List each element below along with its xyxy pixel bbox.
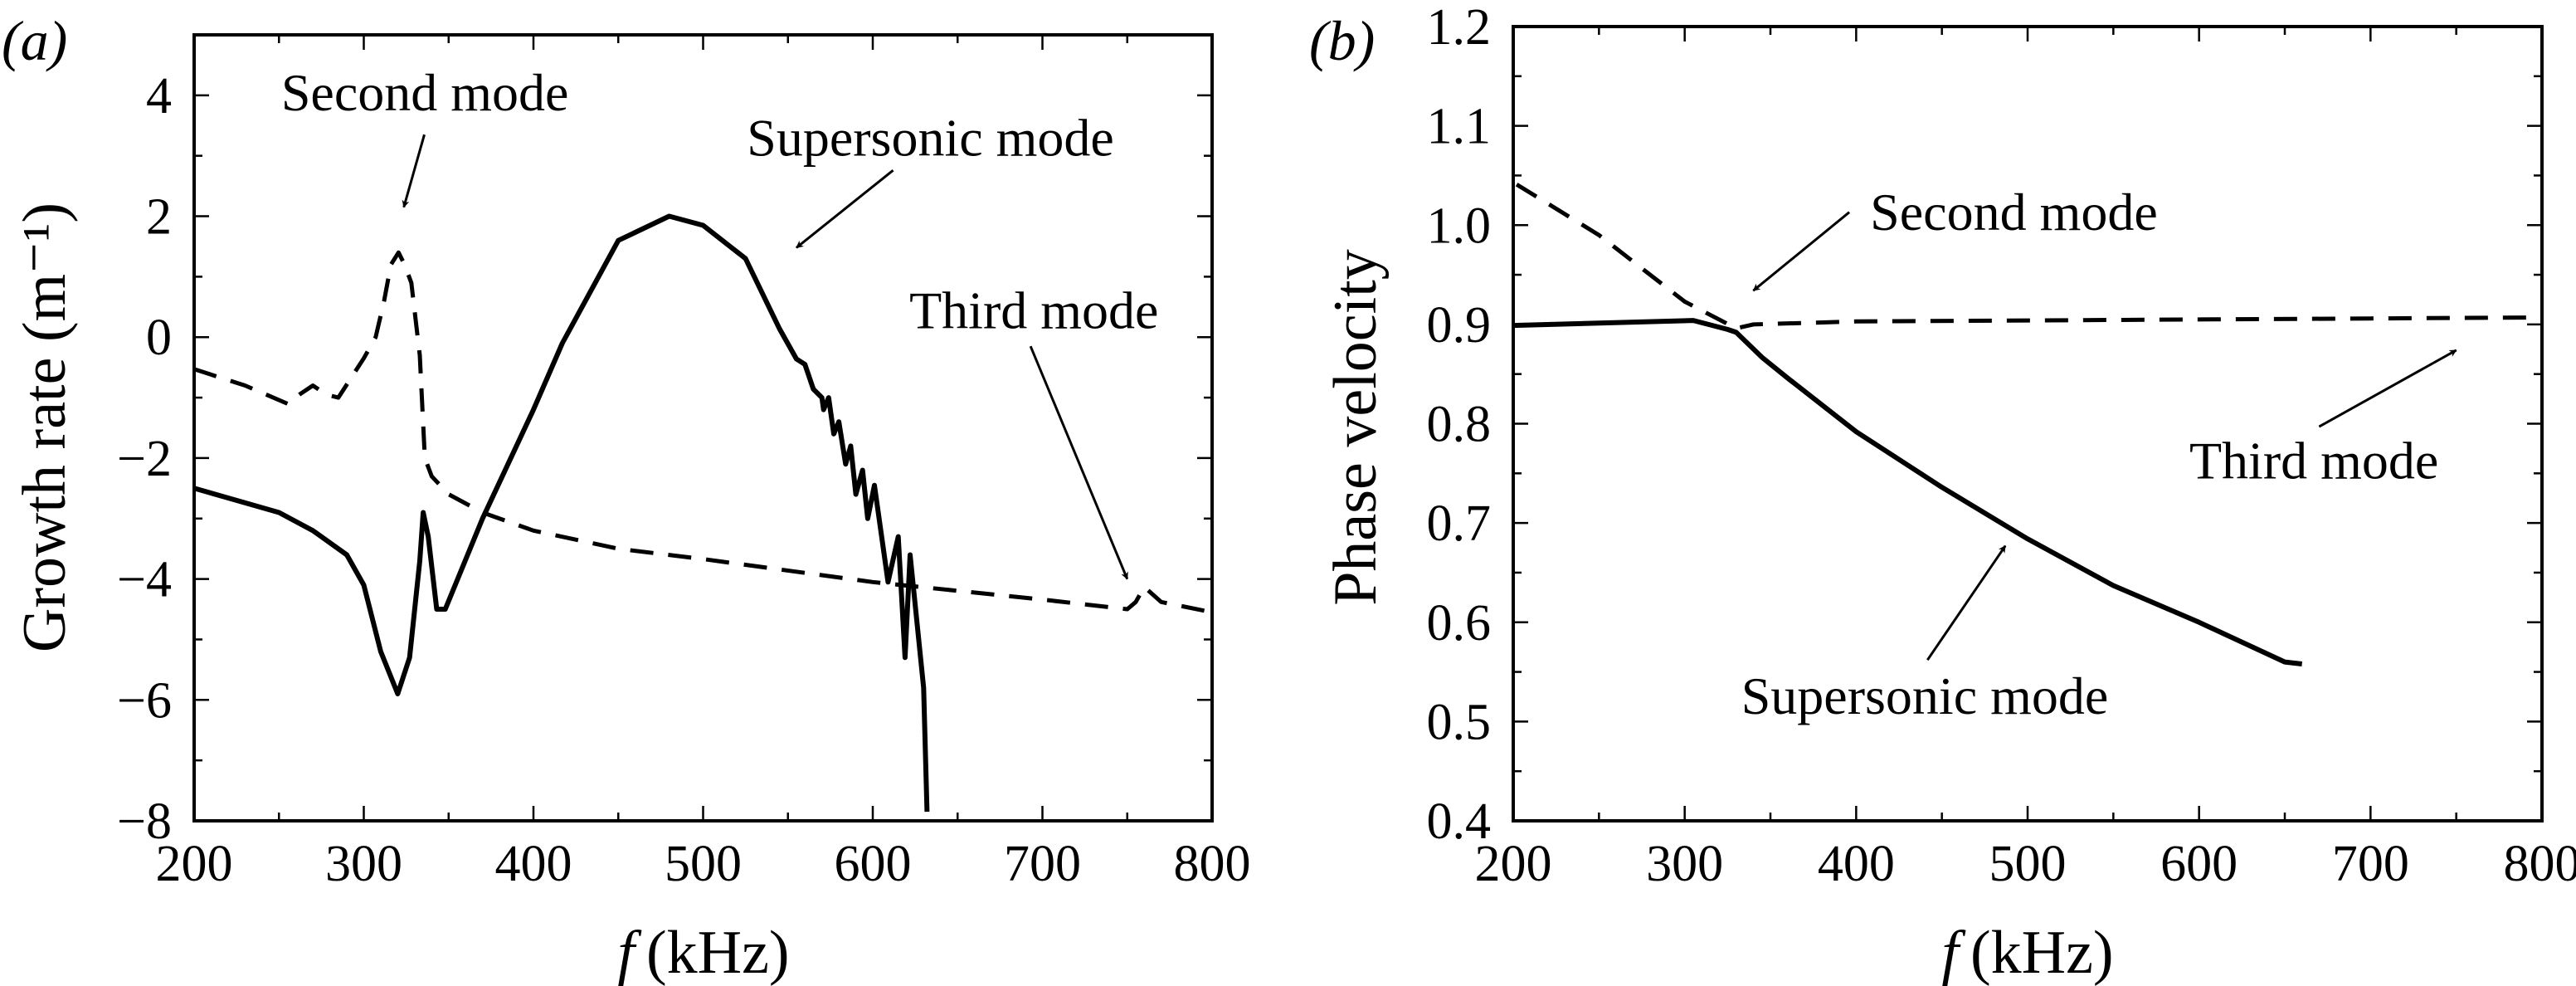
y-tick-label: −6 bbox=[117, 672, 172, 729]
annotations-a: Second mode Supersonic mode Third mode bbox=[281, 63, 1158, 580]
x-tick-label: 700 bbox=[2332, 836, 2409, 892]
plot-frame-a bbox=[192, 33, 1214, 822]
x-axis-var-b: f bbox=[1941, 919, 1966, 986]
x-tick-label: 500 bbox=[665, 836, 742, 892]
axis-ticks-a: 200 300 400 500 600 700 800 −8 −6 −4 −2 0 2 4 bbox=[117, 33, 1251, 892]
x-tick-label: 400 bbox=[495, 836, 572, 892]
x-tick-label: 800 bbox=[2504, 836, 2576, 892]
plot-frame-b bbox=[1512, 25, 2544, 822]
x-tick-label: 300 bbox=[325, 836, 402, 892]
x-tick-label: 500 bbox=[1989, 836, 2067, 892]
y-axis-title-a: Growth rate (m⁻¹) bbox=[11, 203, 79, 652]
y-tick-label: 0.5 bbox=[1427, 694, 1492, 750]
annotation-arrow bbox=[1926, 544, 2007, 661]
y-tick-label: 0.9 bbox=[1427, 297, 1492, 354]
annotation-third-mode-b: Third mode bbox=[2189, 431, 2438, 490]
series-line-dashed bbox=[193, 250, 1213, 615]
annotation-arrow bbox=[1752, 211, 1851, 292]
y-tick-label: 1.1 bbox=[1427, 99, 1492, 155]
series-group-b bbox=[1512, 183, 2543, 666]
y-tick-label: 0.7 bbox=[1427, 495, 1492, 552]
series-line-solid bbox=[1512, 318, 2303, 666]
series-group-a bbox=[193, 213, 1213, 813]
x-axis-title-a: f (kHz) bbox=[617, 919, 789, 986]
x-tick-label: 700 bbox=[1004, 836, 1081, 892]
x-axis-unit-a: (kHz) bbox=[646, 919, 790, 986]
y-tick-label: 0 bbox=[146, 310, 172, 366]
annotation-supersonic-mode-a: Supersonic mode bbox=[747, 109, 1114, 168]
series-line-solid bbox=[193, 213, 930, 813]
annotation-arrow bbox=[2318, 349, 2457, 428]
x-axis-unit-b: (kHz) bbox=[1970, 919, 2114, 986]
y-tick-label: 4 bbox=[146, 68, 172, 124]
x-tick-label: 200 bbox=[1475, 836, 1552, 892]
y-tick-label: 0.8 bbox=[1427, 397, 1492, 453]
x-tick-label: 200 bbox=[156, 836, 233, 892]
y-axis-title-b: Phase velocity bbox=[1322, 249, 1390, 606]
annotation-arrow bbox=[796, 169, 894, 249]
x-tick-label: 600 bbox=[835, 836, 912, 892]
series-line-dashed bbox=[1515, 183, 2543, 331]
panel-b-phase-velocity: (b) Phase velocity f (kHz) 200 300 400 500 60… bbox=[1309, 0, 2576, 986]
x-tick-label: 300 bbox=[1646, 836, 1723, 892]
annotation-supersonic-mode-b: Supersonic mode bbox=[1741, 666, 2109, 725]
y-tick-label: 2 bbox=[146, 189, 172, 246]
panel-a-growth-rate: (a) Growth rate (m⁻¹) f (kHz) 200 300 400 50… bbox=[2, 9, 1251, 986]
y-tick-label: 1.2 bbox=[1427, 0, 1492, 56]
y-tick-label: 0.4 bbox=[1427, 793, 1492, 850]
y-tick-label: 0.6 bbox=[1427, 595, 1492, 652]
x-tick-label: 400 bbox=[1818, 836, 1895, 892]
panel-label-b: (b) bbox=[1309, 9, 1375, 72]
panel-label-a: (a) bbox=[2, 9, 67, 72]
annotation-arrow bbox=[1029, 345, 1129, 580]
annotation-third-mode-a: Third mode bbox=[909, 281, 1158, 339]
x-tick-label: 800 bbox=[1174, 836, 1251, 892]
y-tick-label: 1.0 bbox=[1427, 198, 1492, 254]
x-tick-label: 600 bbox=[2160, 836, 2238, 892]
annotations-b: Second mode Third mode Supersonic mode bbox=[1741, 183, 2457, 725]
annotation-second-mode-a: Second mode bbox=[281, 63, 569, 122]
y-tick-label: −4 bbox=[117, 552, 172, 608]
x-axis-title-b: f (kHz) bbox=[1941, 919, 2113, 986]
y-tick-label: −2 bbox=[117, 431, 172, 487]
y-tick-label: −8 bbox=[117, 793, 172, 850]
x-axis-var-a: f bbox=[617, 919, 642, 986]
annotation-second-mode-b: Second mode bbox=[1870, 183, 2158, 242]
annotation-arrow bbox=[402, 134, 426, 208]
